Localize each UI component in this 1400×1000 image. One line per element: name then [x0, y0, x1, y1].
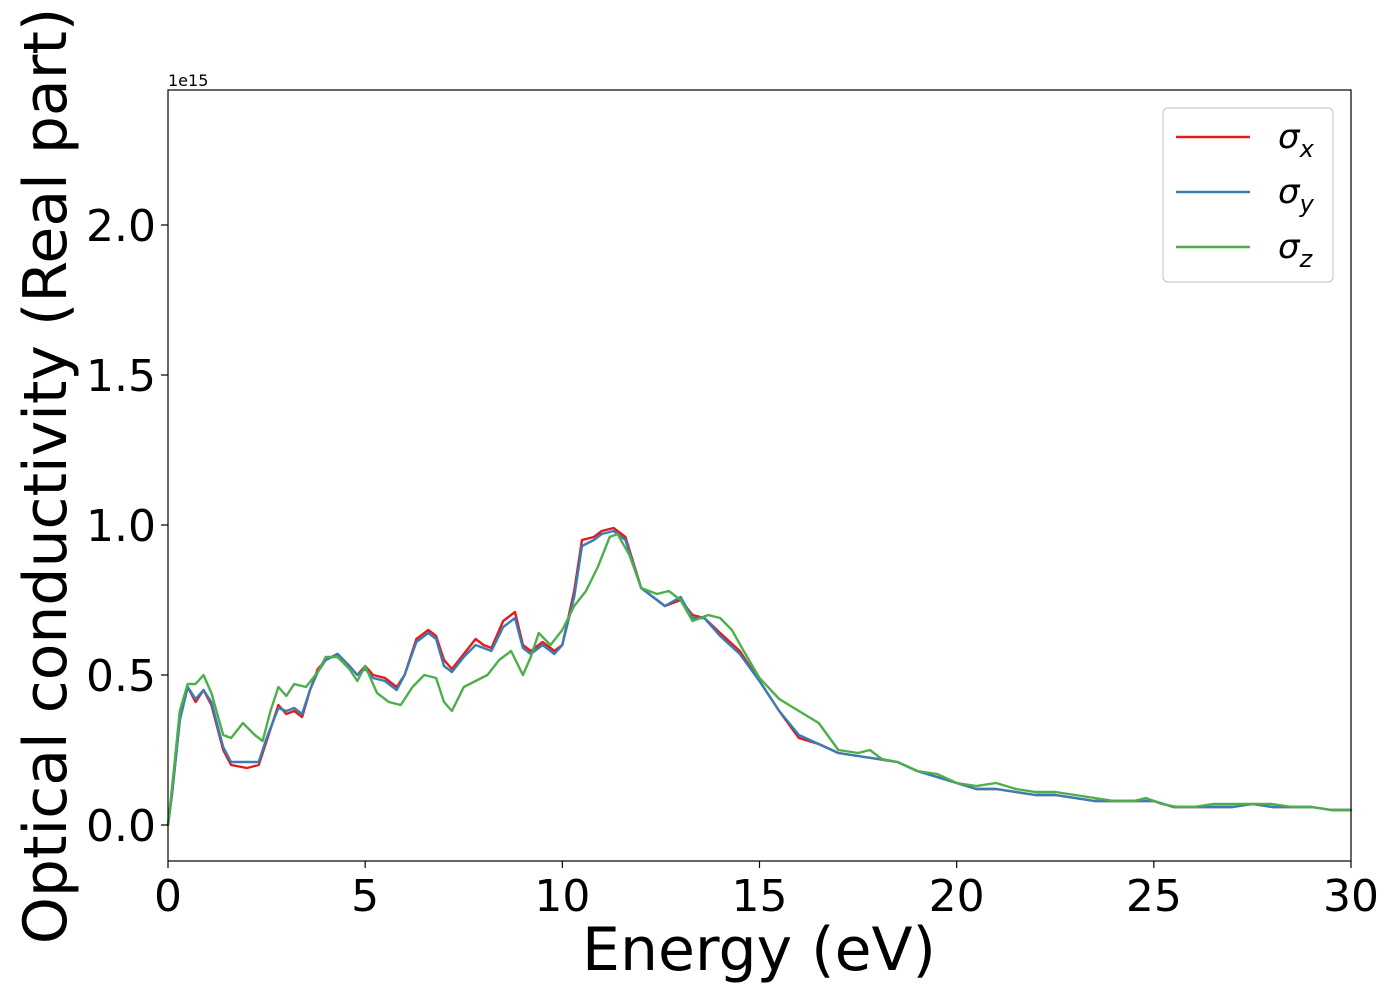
y-tick-label: 1.5 [86, 351, 156, 402]
series-line-y [166, 529, 1353, 827]
series-layer [166, 526, 1353, 827]
y-tick-label: 0.5 [86, 651, 156, 702]
legend-label-x: σx [1278, 117, 1315, 163]
x-tick-label: 30 [1323, 871, 1379, 922]
y-tick-label: 1.0 [86, 501, 156, 552]
series-line-z [166, 532, 1353, 827]
y-tick-label: 0.0 [86, 801, 156, 852]
y-axis-label: Optical conductivity (Real part) [11, 8, 81, 945]
x-tick-label: 5 [351, 871, 379, 922]
x-tick-label: 0 [154, 871, 182, 922]
ticks-layer: 0 5 10 15 20 25 30 0.0 0.5 1.0 1.5 2.0 [86, 201, 1379, 922]
x-axis-label: Energy (eV) [582, 915, 936, 985]
y-offset-text: 1e15 [168, 71, 208, 90]
plot-frame [167, 89, 1352, 862]
legend-box [1162, 107, 1334, 283]
x-tick-label: 20 [929, 871, 985, 922]
x-tick-label: 15 [732, 871, 788, 922]
legend-label-y: σy [1278, 172, 1315, 218]
x-tick-label: 10 [534, 871, 590, 922]
y-tick-label: 2.0 [86, 201, 156, 252]
x-tick-label: 25 [1126, 871, 1182, 922]
